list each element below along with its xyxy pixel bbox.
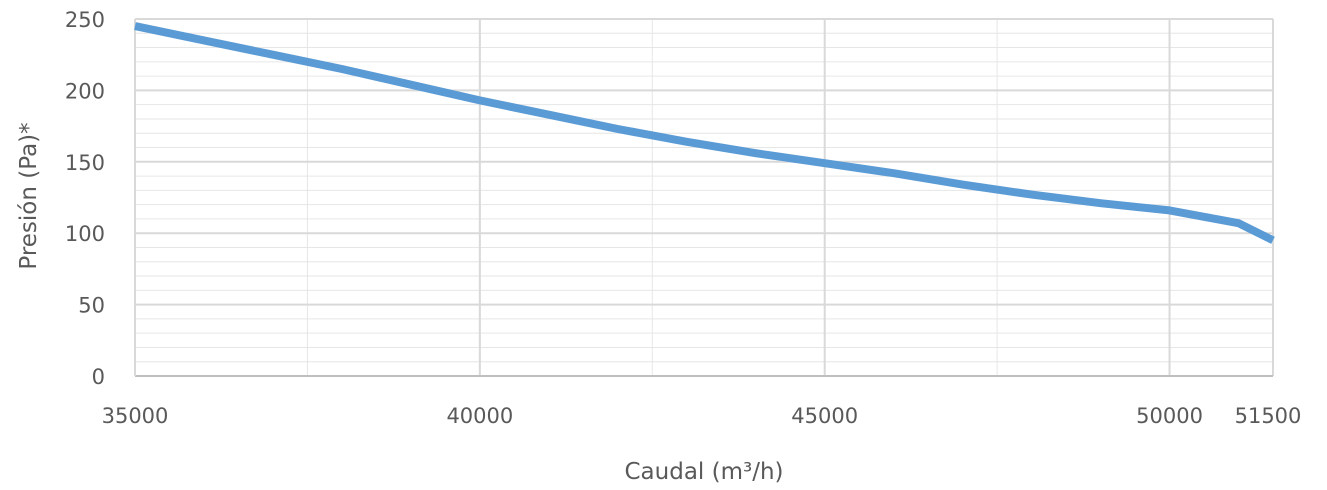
- minor-gridlines: [135, 19, 1273, 376]
- series-line-1: [134, 22, 1275, 244]
- major-gridlines: [135, 18, 1274, 376]
- x-tick-label: 50000: [1136, 404, 1203, 428]
- x-tick-label: 40000: [446, 404, 513, 428]
- y-tick-label: 250: [65, 8, 105, 32]
- x-tick-label: 45000: [791, 404, 858, 428]
- x-tick-label: 35000: [102, 404, 169, 428]
- y-tick-label: 50: [78, 294, 105, 318]
- y-axis-title: Presión (Pa)*: [16, 122, 42, 269]
- tick-labels: 0 50 100 150 200 250 35000 40000 45000 50000 51500: [65, 8, 1302, 428]
- y-tick-label: 100: [65, 222, 105, 246]
- y-tick-label: 200: [65, 79, 105, 103]
- x-axis-title: Caudal (m³/h): [624, 459, 783, 485]
- y-tick-label: 0: [92, 365, 105, 389]
- series-group: [134, 22, 1275, 244]
- axes: [134, 19, 1273, 377]
- y-tick-label: 150: [65, 151, 105, 175]
- x-tick-label: 51500: [1235, 404, 1302, 428]
